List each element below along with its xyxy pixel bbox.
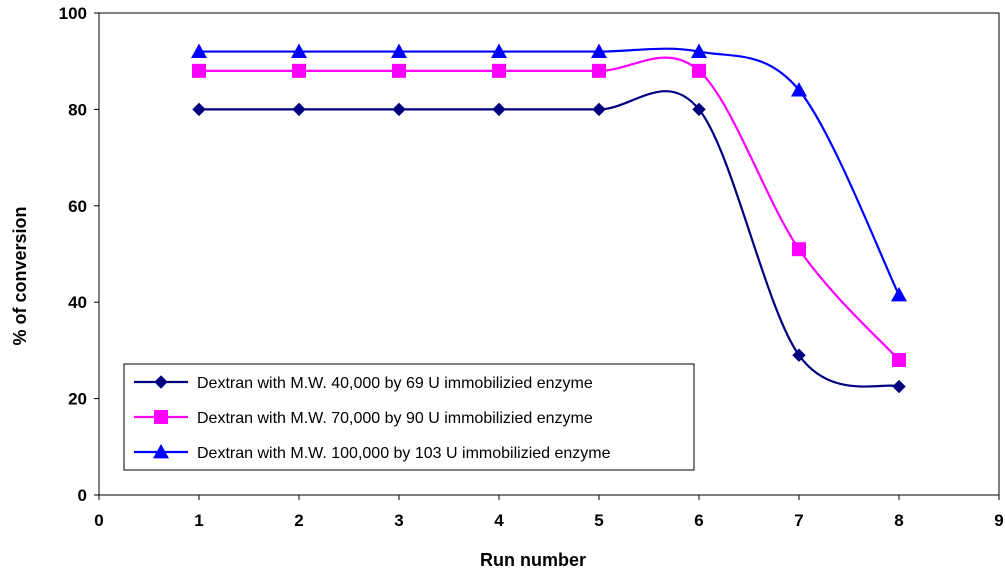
series-1 bbox=[192, 90, 906, 394]
series-3-line bbox=[199, 47, 900, 296]
legend: Dextran with M.W. 40,000 by 69 U immobil… bbox=[123, 363, 695, 471]
series-3-point bbox=[291, 43, 307, 58]
x-axis-title: Run number bbox=[480, 550, 586, 570]
series-2-point bbox=[392, 63, 406, 78]
legend-label: Dextran with M.W. 100,000 by 103 U immob… bbox=[197, 445, 611, 462]
series-2-point bbox=[692, 63, 706, 78]
plot-area bbox=[98, 12, 1000, 496]
series-1-point bbox=[592, 102, 606, 117]
legend-label: Dextran with M.W. 70,000 by 90 U immobil… bbox=[197, 410, 593, 427]
plot-border bbox=[98, 12, 1000, 496]
series-2-point bbox=[892, 353, 906, 368]
series-1-point bbox=[192, 102, 206, 117]
legend-item: Dextran with M.W. 100,000 by 103 U immob… bbox=[134, 444, 611, 462]
x-tick-label: 8 bbox=[894, 511, 903, 530]
series-3-point bbox=[391, 43, 407, 58]
y-axis: 0 20 40 60 80 100 bbox=[59, 4, 99, 505]
y-tick-label: 60 bbox=[68, 197, 87, 216]
series-1-point bbox=[292, 102, 306, 117]
series-2-point bbox=[492, 63, 506, 78]
series-2-point bbox=[192, 63, 206, 78]
x-tick-label: 7 bbox=[794, 511, 803, 530]
series-layer bbox=[191, 43, 907, 394]
legend-item: Dextran with M.W. 40,000 by 69 U immobil… bbox=[134, 375, 593, 392]
series-1-point bbox=[792, 348, 806, 362]
series-3-point bbox=[191, 43, 207, 58]
y-axis-title: % of conversion bbox=[10, 206, 30, 345]
series-2-point bbox=[292, 63, 306, 78]
x-tick-label: 4 bbox=[494, 511, 504, 530]
x-axis: 0 1 2 3 4 5 6 7 8 9 bbox=[94, 495, 1004, 530]
series-3-point bbox=[891, 286, 907, 302]
series-2 bbox=[192, 56, 906, 368]
series-3 bbox=[191, 43, 907, 302]
x-tick-label: 1 bbox=[194, 511, 203, 530]
series-1-point bbox=[392, 102, 406, 117]
legend-item: Dextran with M.W. 70,000 by 90 U immobil… bbox=[134, 410, 593, 427]
x-tick-label: 3 bbox=[394, 511, 403, 530]
series-3-point bbox=[791, 82, 807, 97]
series-3-point bbox=[691, 43, 707, 58]
x-tick-label: 6 bbox=[694, 511, 703, 530]
series-3-point bbox=[491, 43, 507, 58]
legend-marker bbox=[154, 375, 168, 389]
series-1-point bbox=[692, 102, 706, 117]
series-3-point bbox=[591, 43, 607, 58]
y-tick-label: 0 bbox=[78, 486, 87, 505]
series-2-point bbox=[792, 242, 806, 257]
x-tick-label: 5 bbox=[594, 511, 603, 530]
x-tick-label: 0 bbox=[94, 511, 103, 530]
legend-box bbox=[123, 363, 695, 471]
y-tick-label: 20 bbox=[68, 390, 87, 409]
series-1-point bbox=[492, 102, 506, 117]
legend-marker bbox=[154, 410, 168, 424]
y-tick-label: 80 bbox=[68, 100, 87, 119]
series-1-point bbox=[892, 379, 906, 394]
legend-marker bbox=[153, 444, 169, 459]
y-tick-label: 100 bbox=[59, 4, 87, 23]
series-2-point bbox=[592, 63, 606, 78]
legend-label: Dextran with M.W. 40,000 by 69 U immobil… bbox=[197, 375, 593, 392]
x-tick-label: 9 bbox=[994, 511, 1003, 530]
x-tick-label: 2 bbox=[294, 511, 303, 530]
y-tick-label: 40 bbox=[68, 293, 87, 312]
